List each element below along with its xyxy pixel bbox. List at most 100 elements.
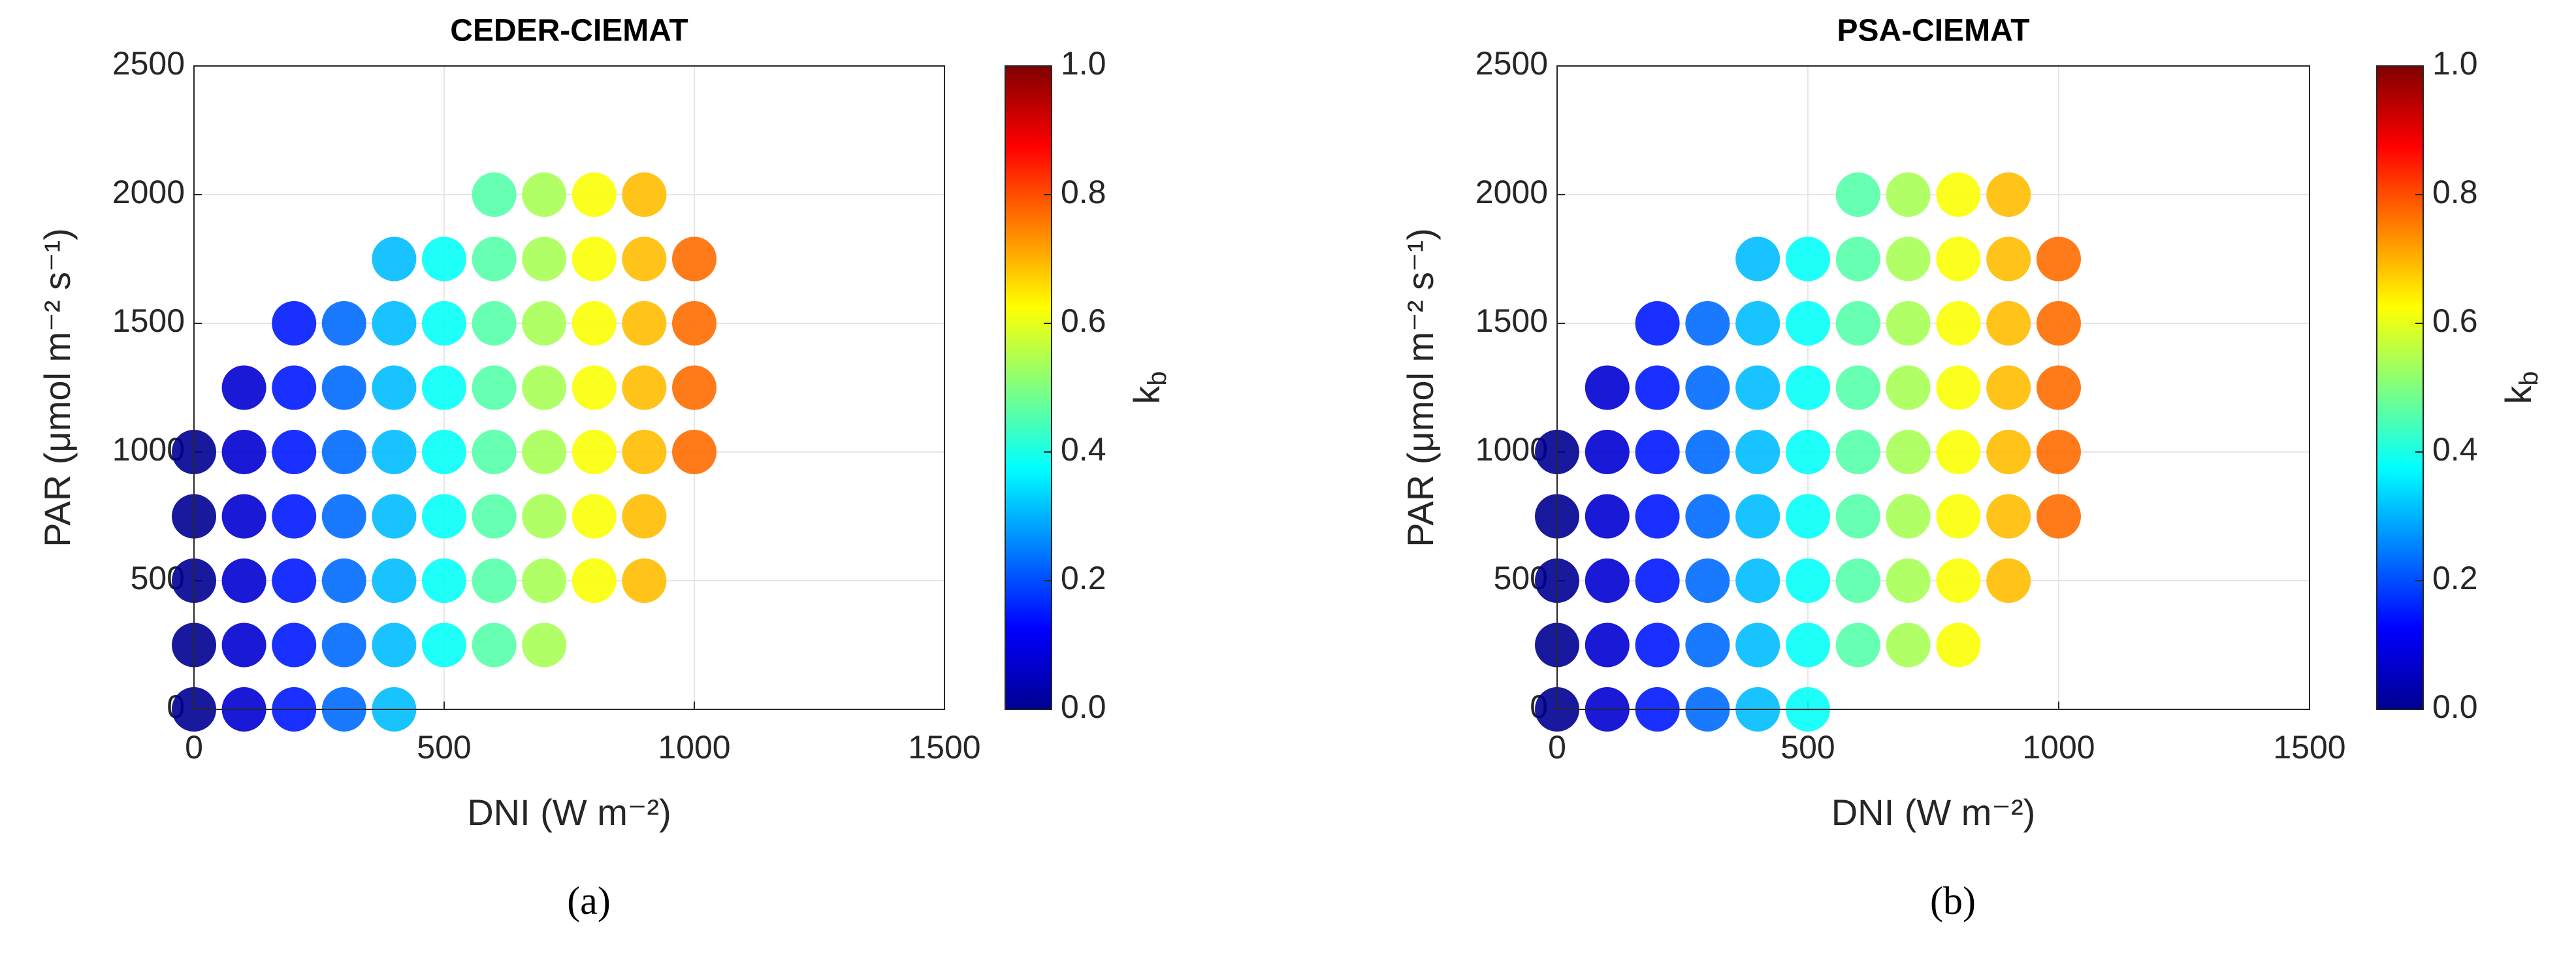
point: [472, 558, 517, 603]
colorbar: [2376, 65, 2424, 710]
point: [272, 494, 317, 539]
point: [372, 430, 417, 474]
point: [272, 558, 317, 603]
point: [1635, 494, 1680, 539]
x-tick-label: 1000: [658, 729, 730, 766]
point: [1786, 301, 1830, 346]
colorbar-tick-label: 0.4: [2432, 431, 2478, 468]
x-tick-label: 500: [417, 729, 471, 766]
point: [422, 558, 466, 603]
chart-title: CEDER-CIEMAT: [450, 14, 688, 48]
point: [1936, 172, 1981, 217]
point: [522, 622, 567, 668]
colorbar-tick-label: 0.8: [1061, 174, 1106, 210]
point: [1886, 494, 1931, 539]
point: [1936, 622, 1981, 668]
colorbar-label-main: k: [1126, 385, 1167, 404]
point: [622, 236, 667, 282]
point: [572, 430, 617, 474]
colorbar-label: kb: [2498, 371, 2543, 404]
point: [1936, 558, 1981, 603]
point: [1986, 430, 2031, 474]
point: [1986, 301, 2031, 346]
colorbar-tick-label: 0.0: [2432, 688, 2478, 725]
point: [1786, 622, 1830, 668]
point: [522, 172, 567, 217]
point: [272, 622, 317, 668]
point: [672, 301, 716, 346]
y-tick-label: 2500: [1475, 45, 1548, 82]
point: [1786, 365, 1830, 410]
colorbar-label-main: k: [2498, 385, 2539, 404]
point: [2037, 236, 2081, 282]
point: [1685, 558, 1730, 603]
y-axis-label: PAR (μmol m⁻² s⁻¹): [37, 228, 78, 547]
point: [272, 365, 317, 410]
point: [1886, 172, 1931, 217]
y-tick-label: 2000: [1475, 174, 1548, 210]
point: [572, 558, 617, 603]
point: [321, 494, 366, 539]
point: [2037, 494, 2081, 539]
point: [472, 365, 517, 410]
point: [472, 301, 517, 346]
point: [221, 430, 266, 474]
point: [372, 301, 417, 346]
point: [1786, 558, 1830, 603]
point: [372, 365, 417, 410]
point: [1936, 430, 1981, 474]
point: [1585, 558, 1630, 603]
point: [1735, 365, 1780, 410]
point: [522, 236, 567, 282]
point: [1685, 430, 1730, 474]
point: [622, 430, 667, 474]
point: [1585, 494, 1630, 539]
x-tick-label: 500: [1780, 729, 1835, 766]
point: [572, 365, 617, 410]
colorbar-tick-label: 1.0: [1061, 45, 1106, 82]
subfigure-label: (a): [567, 879, 611, 922]
point: [372, 236, 417, 282]
point: [321, 622, 366, 668]
point: [622, 494, 667, 539]
point: [1936, 236, 1981, 282]
point: [221, 365, 266, 410]
point: [472, 622, 517, 668]
colorbar-tick-label: 0.8: [2432, 174, 2478, 210]
point: [372, 622, 417, 668]
point: [321, 301, 366, 346]
plot-area: [194, 66, 944, 709]
y-tick-label: 1500: [112, 302, 185, 339]
point: [221, 558, 266, 603]
colorbar-tick-label: 0.2: [2432, 560, 2478, 596]
point: [1835, 430, 1880, 474]
point: [622, 172, 667, 217]
point: [622, 558, 667, 603]
point: [372, 494, 417, 539]
point: [422, 365, 466, 410]
point: [1886, 301, 1931, 346]
point: [522, 365, 567, 410]
point: [1585, 622, 1630, 668]
point: [1886, 558, 1931, 603]
point: [1835, 558, 1880, 603]
point: [1685, 365, 1730, 410]
point: [422, 430, 466, 474]
y-tick-label: 1500: [1475, 302, 1548, 339]
point: [1685, 622, 1730, 668]
point: [472, 494, 517, 539]
x-tick-label: 1500: [2273, 729, 2345, 766]
colorbar-label: kb: [1126, 371, 1172, 404]
point: [1635, 622, 1680, 668]
point: [672, 430, 716, 474]
subfigure-label: (b): [1930, 879, 1976, 922]
y-tick-label: 2500: [112, 45, 185, 82]
point: [372, 558, 417, 603]
point: [1986, 236, 2031, 282]
point: [1986, 365, 2031, 410]
point: [472, 172, 517, 217]
colorbar-label-sub: b: [1143, 371, 1172, 385]
point: [272, 301, 317, 346]
colorbar-tick-label: 1.0: [2432, 45, 2478, 82]
